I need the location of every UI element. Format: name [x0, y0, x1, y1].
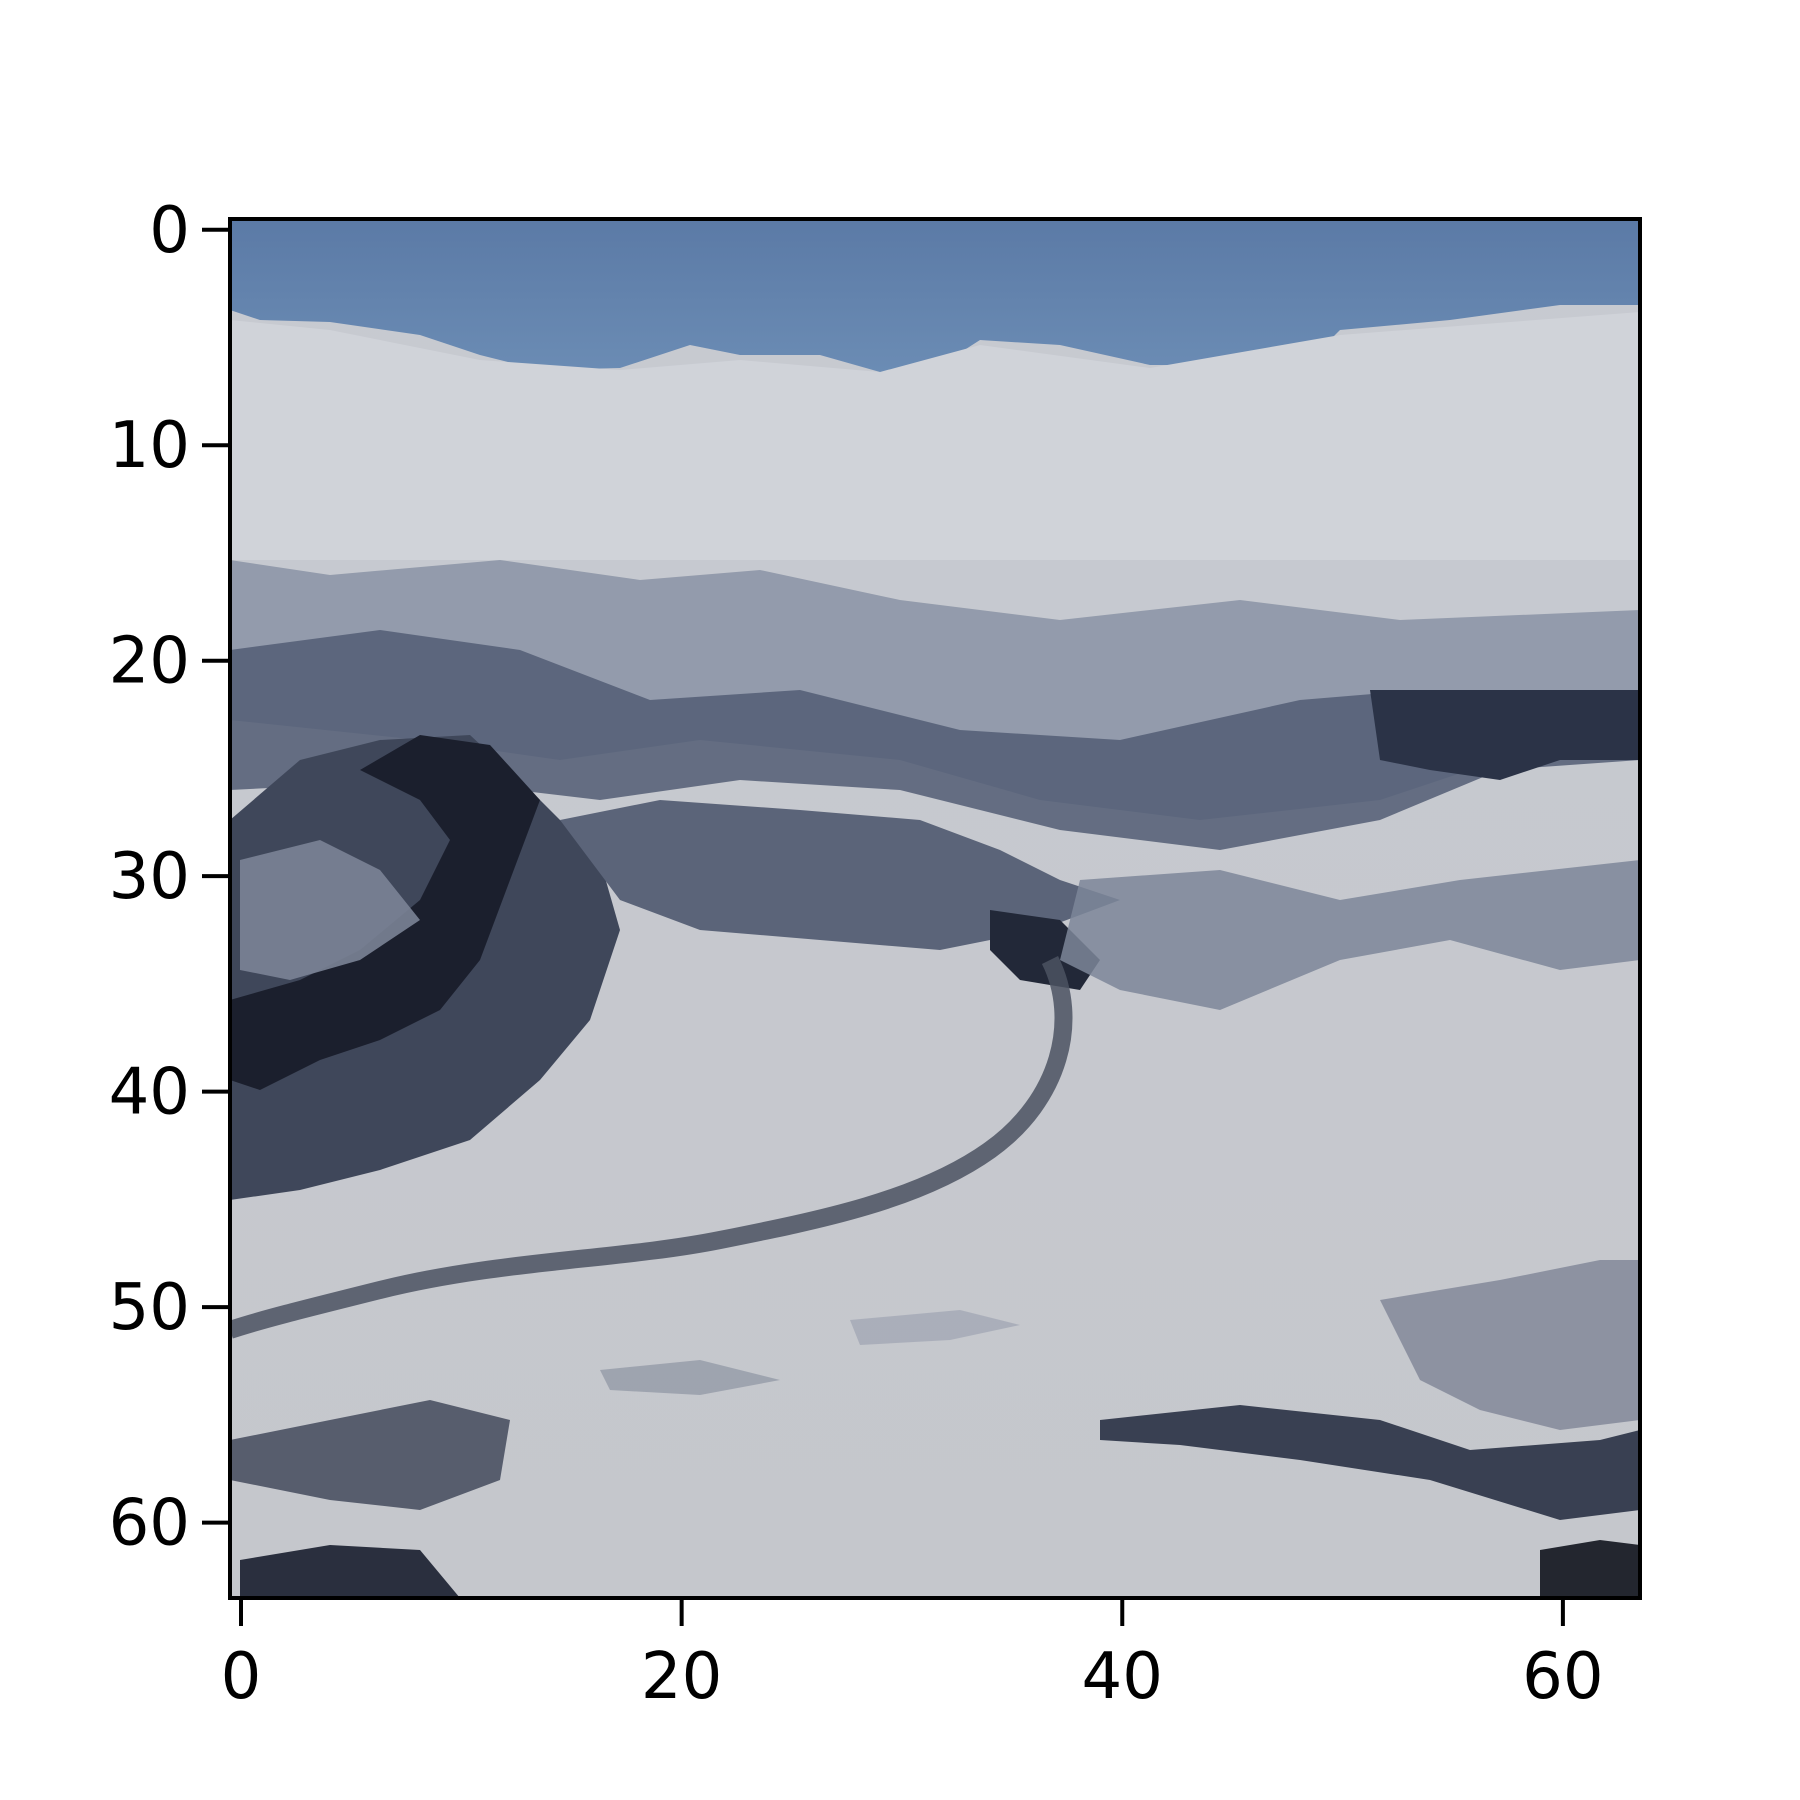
image-area — [230, 219, 1640, 1598]
right-dark-ridge — [1370, 690, 1640, 780]
y-tick-label: 50 — [109, 1271, 190, 1345]
bottom-right-rocks — [1540, 1540, 1640, 1598]
y-tick-label: 60 — [109, 1487, 190, 1561]
y-tick-label: 20 — [109, 625, 190, 699]
axes-frame — [228, 217, 1642, 1600]
left-rock-light — [240, 840, 420, 980]
left-rock-dark — [230, 735, 540, 1090]
y-tick-label: 30 — [109, 840, 190, 914]
x-tick-label: 20 — [641, 1640, 722, 1714]
x-tick-label: 60 — [1522, 1640, 1603, 1714]
right-rock-band — [1060, 860, 1640, 1010]
center-rock-dark — [990, 910, 1100, 990]
far-snow-ridge — [230, 312, 1640, 560]
y-axis: 0 10 20 30 40 50 60 — [109, 194, 230, 1561]
y-tick-label: 0 — [149, 194, 190, 268]
lower-left-rocks — [230, 1400, 510, 1510]
mid-mountain-shadow — [230, 630, 1640, 850]
x-tick-label: 0 — [221, 1640, 262, 1714]
bottom-left-rocks — [240, 1545, 460, 1598]
y-tick-label: 10 — [109, 409, 190, 483]
mid-snow-streak-2 — [600, 1360, 780, 1395]
lower-right-rocks — [1100, 1405, 1640, 1520]
mid-snow-streak — [850, 1310, 1020, 1345]
x-axis: 0 20 40 60 — [221, 1598, 1604, 1714]
sky-region — [230, 219, 1640, 372]
ski-track — [230, 955, 1073, 1339]
center-rock-hill — [560, 800, 1120, 950]
x-tick-label: 40 — [1082, 1640, 1163, 1714]
y-tick-label: 40 — [109, 1056, 190, 1130]
lower-right-grey — [1380, 1260, 1640, 1430]
